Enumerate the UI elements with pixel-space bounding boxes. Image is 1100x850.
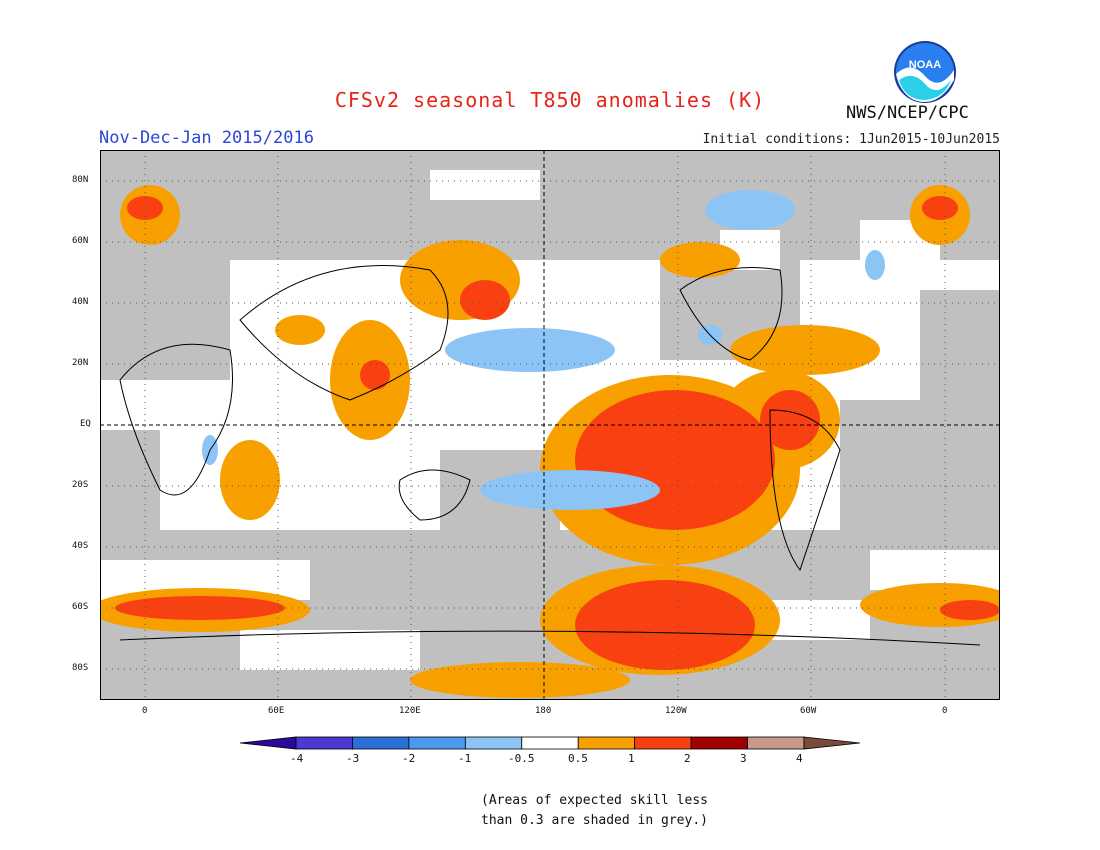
lon-label: 60W [800,706,817,716]
cool-anomaly-0-5k [202,190,885,510]
lon-label: 180 [535,706,552,716]
colorbar-swatch [521,736,579,750]
graticule [100,150,1000,700]
lat-label: 60N [72,236,89,246]
lat-label: 20S [72,480,89,490]
coastlines [119,265,981,646]
lat-label: 60S [72,602,89,612]
forecast-period: Nov-Dec-Jan 2015/2016 [99,128,314,148]
agency-label: NWS/NCEP/CPC [846,103,969,123]
colorbar-label: -0.5 [508,752,535,765]
colorbar-swatch [240,736,297,750]
colorbar-swatch [352,736,410,750]
colorbar-swatches [240,736,860,750]
colorbar-label: -2 [402,752,416,765]
colorbar [240,736,860,750]
colorbar-label: 3 [740,752,747,765]
colorbar-swatch [803,736,860,750]
colorbar-label: 4 [796,752,803,765]
skill-note-line1: (Areas of expected skill less [481,793,708,808]
colorbar-label: -3 [346,752,360,765]
neutral-areas [100,170,1000,670]
skill-note-line2: than 0.3 are shaded in grey.) [481,813,708,828]
colorbar-label: 1 [628,752,635,765]
colorbar-label: -4 [290,752,304,765]
lon-label: 0 [142,706,148,716]
lat-label: 80S [72,663,89,673]
lat-label: 40N [72,297,89,307]
lon-label: 120E [399,706,421,716]
colorbar-swatch [690,736,748,750]
lat-label: EQ [80,419,91,429]
equator-dateline [100,150,1000,700]
colorbar-swatch [408,736,466,750]
colorbar-label: -1 [458,752,472,765]
colorbar-swatch [634,736,692,750]
colorbar-swatch [577,736,636,750]
colorbar-swatch [464,736,523,750]
lat-label: 80N [72,175,89,185]
colorbar-label: 0.5 [568,752,588,765]
lon-label: 120W [665,706,687,716]
lon-label: 60E [268,706,285,716]
anomaly-map [100,150,1000,700]
chart-title: CFSv2 seasonal T850 anomalies (K) [334,88,766,112]
colorbar-label: 2 [684,752,691,765]
initial-conditions: Initial conditions: 1Jun2015-10Jun2015 [702,132,1000,147]
lat-label: 40S [72,541,89,551]
lon-label: 0 [942,706,948,716]
noaa-logo: NOAA [893,40,957,104]
colorbar-swatch [295,736,353,750]
logo-text: NOAA [909,59,941,71]
colorbar-swatch [747,736,805,750]
lat-label: 20N [72,358,89,368]
